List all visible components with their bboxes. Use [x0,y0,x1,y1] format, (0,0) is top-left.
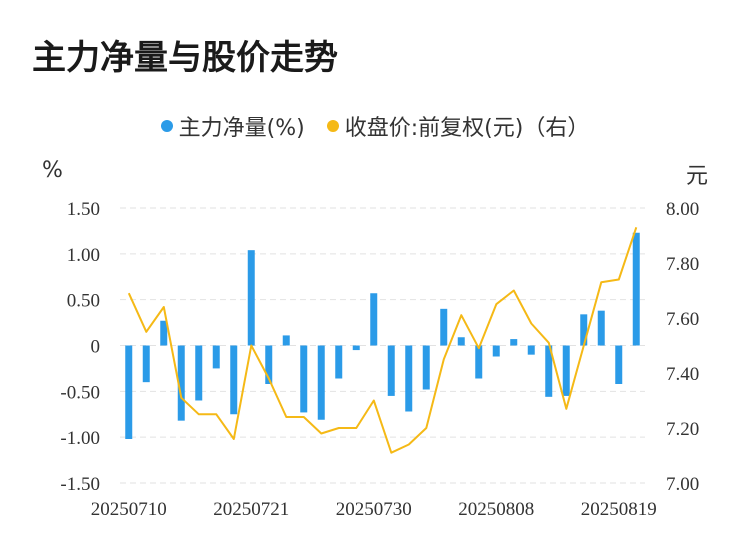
net-volume-bar [335,345,343,379]
net-volume-bar [230,345,238,415]
y-left-tick-label: -1.00 [60,428,100,449]
net-volume-bar [387,345,395,396]
legend-line-marker [326,120,339,132]
right-axis-unit: 元 [686,164,709,189]
net-volume-bar [545,345,553,397]
net-volume-bar [300,345,308,413]
legend-item-net-volume[interactable]: 主力净量(%) [160,110,305,142]
left-axis-unit: % [42,158,63,183]
net-volume-bar [177,345,185,421]
chart-title: 主力净量与股价走势 [32,38,338,78]
y-right-tick-label: 7.40 [666,364,699,385]
legend-label-net-volume: 主力净量(%) [178,116,305,141]
net-volume-bar [440,308,448,346]
net-volume-bar [475,345,483,379]
x-tick-label: 20250710 [91,499,167,520]
net-volume-bar [370,293,378,346]
x-tick-label: 20250730 [336,499,412,520]
close-price-line [127,226,638,454]
y-left-tick-label: 0 [91,337,101,358]
x-tick-label: 20250819 [581,499,657,520]
net-volume-bar [195,345,203,401]
x-tick-label: 20250721 [213,499,289,520]
net-volume-bar [265,345,273,384]
net-volume-bar [597,310,605,346]
y-left-tick-label: -0.50 [60,382,100,403]
net-volume-bar [405,345,413,412]
y-right-tick-label: 7.20 [666,419,699,440]
net-volume-bar [457,337,465,346]
y-left-tick-label: -1.50 [60,474,100,495]
net-volume-bar [632,232,640,346]
net-volume-bar [615,345,623,384]
legend: 主力净量(%) 收盘价:前复权(元)（右） [0,110,750,142]
y-right-tick-label: 7.80 [666,254,699,275]
legend-item-close-price[interactable]: 收盘价:前复权(元)（右） [326,110,590,142]
net-volume-bar [282,335,290,346]
net-volume-bar [527,345,535,355]
net-volume-bar [317,345,325,420]
y-left-tick-label: 1.00 [67,245,100,266]
y-left-tick-label: 0.50 [67,291,100,312]
net-volume-bar [422,345,430,390]
net-volume-bar [160,320,168,346]
y-right-tick-label: 7.00 [666,474,699,495]
net-volume-bar [125,345,133,439]
legend-bar-marker [160,120,173,132]
y-right-tick-label: 7.60 [666,309,699,330]
y-left-tick-label: 1.50 [67,199,100,220]
net-volume-bar [142,345,150,383]
y-right-tick-label: 8.00 [666,199,699,220]
x-tick-label: 20250808 [458,499,534,520]
net-volume-bar [247,250,255,346]
net-volume-bar [562,345,570,396]
net-volume-bar [510,339,518,346]
net-volume-bar [212,345,220,369]
net-volume-bar [492,345,500,357]
legend-label-close-price: 收盘价:前复权(元)（右） [344,116,590,141]
net-volume-bar [352,345,360,351]
net-volume-bar [580,314,588,346]
